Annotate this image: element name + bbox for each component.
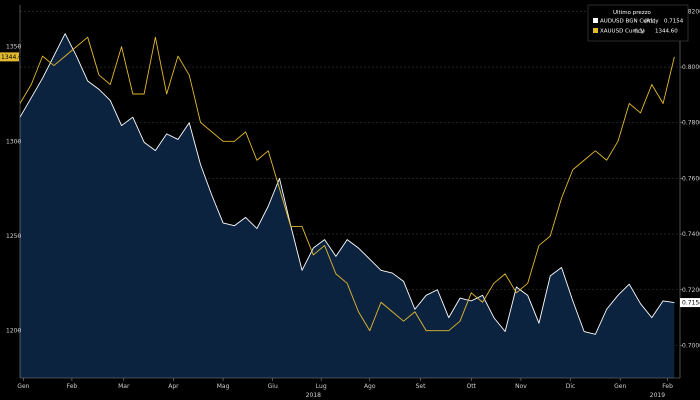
y-right-tick-0.7000: 0.7000 (682, 342, 700, 349)
x-tick-gen-0: Gen (17, 383, 29, 390)
x-tick-set-8: Set (416, 383, 427, 390)
x-tick-ott-9: Ott (467, 383, 477, 390)
xauusd-line (19, 36, 675, 332)
legend-box (587, 4, 689, 42)
legend-entry-xauusd-axis: (L1) (634, 29, 645, 35)
y-left-tick-1250: 1250 (6, 233, 21, 240)
audusd-line (19, 33, 675, 335)
x-tick-gen-12: Gen (614, 383, 626, 390)
legend-entry-audusd-last: 0.7154 (664, 19, 684, 25)
xau-last-badge-text: 1344.60 (1, 54, 26, 61)
x-tick-feb-13: Feb (662, 383, 673, 390)
x-year-2019: 2019 (650, 392, 665, 399)
y-left-tick-1300: 1300 (6, 138, 21, 145)
x-tick-ago-7: Ago (364, 383, 376, 390)
x-tick-apr-3: Apr (168, 383, 179, 390)
audusd-area-layer (20, 33, 675, 379)
legend-entry-audusd-name: AUDUSD BGN Curncy (600, 19, 659, 25)
x-tick-feb-1: Feb (67, 383, 78, 390)
series-lines (19, 33, 675, 335)
legend-swatch-audusd (593, 18, 598, 23)
audusd-area (20, 33, 675, 379)
legend-entry-audusd-axis: (R1) (644, 19, 656, 25)
legend-swatch-xauusd (593, 28, 598, 33)
aud-last-badge-text: 0.7154 (682, 300, 700, 307)
legend-entry-xauusd-last: 1344.60 (655, 29, 678, 35)
xau-last-badge (0, 52, 19, 62)
x-tick-giu-5: Giu (268, 383, 278, 390)
x-tick-mar-2: Mar (118, 383, 130, 390)
legend-entry-xauusd-name: XAUUSD Curncy (600, 29, 645, 35)
y-left-tick-1350: 1350 (6, 44, 21, 51)
legend: Ultimo prezzo AUDUSD BGN Curncy (R1) 0.7… (587, 4, 689, 42)
y-left-tick-1200: 1200 (6, 328, 21, 335)
x-tick-mag-4: Mag (217, 383, 230, 390)
x-tick-dic-11: Dic (566, 383, 576, 390)
x-tick-nov-10: Nov (515, 383, 527, 390)
aud-last-badge (680, 298, 700, 308)
x-tick-lug-6: Lug (316, 383, 327, 390)
x-year-2018: 2018 (306, 392, 321, 399)
legend-title: Ultimo prezzo (613, 10, 651, 16)
